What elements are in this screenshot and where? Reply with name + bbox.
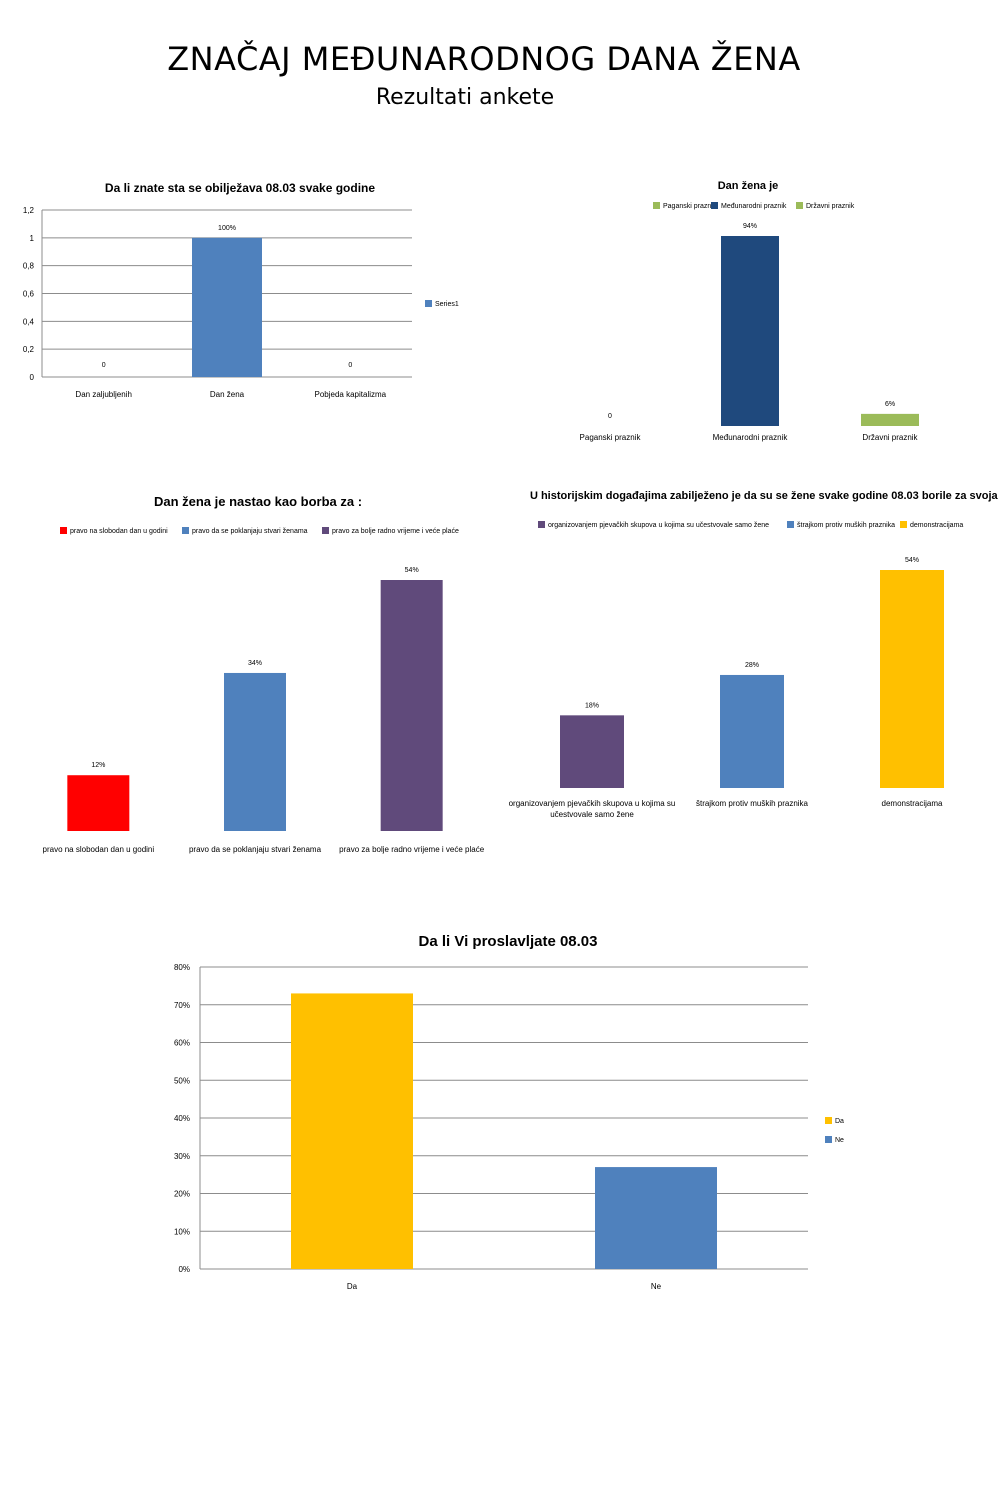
data-label: 0 [102,362,106,369]
category-label: Paganski praznik [580,433,642,442]
data-label: 0 [608,413,612,420]
data-label: 100% [218,225,236,232]
bar [720,674,784,788]
legend-swatch [825,1136,832,1143]
chart-title: Dan žena je nastao kao borba za : [154,494,362,509]
category-label: Pobjeda kapitalizma [315,390,387,399]
legend-swatch [60,527,67,534]
y-tick-label: 1,2 [23,206,35,215]
category-label: pravo da se poklanjaju stvari ženama [189,845,322,854]
y-tick-label: 80% [174,963,190,972]
bar [880,570,944,788]
page-subtitle: Rezultati ankete [375,85,555,110]
category-label: Ne [651,1282,662,1291]
y-tick-label: 20% [174,1190,190,1199]
legend-label: pravo da se poklanjaju stvari ženama [192,528,308,535]
legend-swatch [182,527,189,534]
legend-swatch [322,527,329,534]
legend-label: demonstracijama [910,522,963,529]
bar [224,672,286,831]
bar [67,775,130,831]
legend-label: Ne [835,1137,844,1144]
legend-label: štrajkom protiv muških praznika [797,522,895,529]
legend-label: pravo za bolje radno vrijeme i veće plać… [332,528,459,535]
data-label: 0 [348,362,352,369]
category-label: Dan zaljubljenih [75,390,131,399]
page-title: ZNAČAJ MEĐUNARODNOG DANA ŽENA [167,40,801,78]
data-label: 54% [405,567,419,574]
legend-label: Paganski praznik [663,203,717,210]
bar [721,236,779,426]
data-label: 94% [743,223,757,230]
bar [192,237,262,377]
data-label: 12% [91,762,105,769]
y-tick-label: 0,2 [23,345,35,354]
legend-swatch [796,202,803,209]
y-tick-label: 70% [174,1001,190,1010]
category-label: pravo na slobodan dan u godini [43,845,155,854]
legend-label: Da [835,1118,844,1125]
legend-label: pravo na slobodan dan u godini [70,528,168,535]
y-tick-label: 60% [174,1039,190,1048]
chart-title: Dan žena je [718,180,779,192]
data-label: 54% [905,557,919,564]
data-label: 28% [745,662,759,669]
chart-title: Da li Vi proslavljate 08.03 [419,933,598,950]
legend-swatch [425,300,432,307]
y-tick-label: 0,4 [23,317,35,326]
bar [861,413,919,426]
category-label: Dan žena [210,390,245,399]
legend-swatch [787,521,794,528]
legend-swatch [711,202,718,209]
category-label: demonstracijama [882,799,943,808]
bar [291,993,413,1269]
category-label: Da [347,1282,358,1291]
legend-label: Series1 [435,301,459,308]
bar [380,580,443,831]
y-tick-label: 0,6 [23,290,35,299]
chart-title: U historijskim događajima zabilježeno je… [530,490,1000,502]
data-label: 34% [248,660,262,667]
data-label: 6% [885,401,895,408]
bar [595,1167,717,1269]
legend-label: organizovanjem pjevačkih skupova u kojim… [548,522,769,529]
category-label: organizovanjem pjevačkih skupova u kojim… [509,799,676,819]
chart-title: Da li znate sta se obilježava 08.03 svak… [105,181,375,195]
data-label: 18% [585,702,599,709]
legend-label: Državni praznik [806,203,855,210]
category-label: Međunarodni praznik [713,433,789,442]
legend-swatch [900,521,907,528]
category-label: Državni praznik [862,433,918,442]
bar [560,715,624,788]
y-tick-label: 0,8 [23,262,35,271]
y-tick-label: 10% [174,1227,190,1236]
legend-label: Međunarodni praznik [721,203,787,210]
category-label: pravo za bolje radno vrijeme i veće plać… [339,845,485,854]
legend-swatch [538,521,545,528]
legend-swatch [653,202,660,209]
y-tick-label: 0 [30,373,35,382]
category-label: štrajkom protiv muških praznika [696,799,809,808]
y-tick-label: 0% [178,1265,190,1274]
y-tick-label: 50% [174,1076,190,1085]
y-tick-label: 30% [174,1152,190,1161]
y-tick-label: 40% [174,1114,190,1123]
y-tick-label: 1 [30,234,35,243]
legend-swatch [825,1117,832,1124]
